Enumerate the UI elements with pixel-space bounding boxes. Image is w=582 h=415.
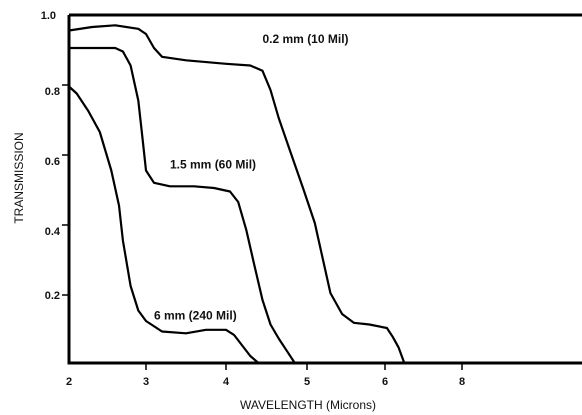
x-axis-title: WAVELENGTH (Microns) xyxy=(240,398,376,412)
series-layer xyxy=(67,24,406,365)
x-tick-label: 2 xyxy=(66,376,72,388)
y-tick-label: 0.2 xyxy=(45,290,60,302)
y-tick-label: 0.6 xyxy=(45,156,60,168)
curve-label-2: 1.5 mm (60 Mil) xyxy=(170,158,256,172)
curve-label-layer: 0.2 mm (10 Mil) 1.5 mm (60 Mil) 6 mm (240 … xyxy=(154,32,349,322)
y-axis xyxy=(62,84,69,296)
x-tick-labels: 2 3 4 5 6 8 xyxy=(66,376,465,388)
y-tick-label: 0.4 xyxy=(45,226,61,238)
series-line-3 xyxy=(67,85,260,365)
x-tick-label: 6 xyxy=(382,376,388,388)
y-axis-title: TRANSMISSION xyxy=(12,132,26,223)
x-tick-label: 5 xyxy=(304,376,310,388)
y-tick-label: 0.8 xyxy=(45,86,60,98)
x-axis xyxy=(145,363,463,370)
plot-frame xyxy=(67,13,582,365)
y-tick-labels: 1.0 0.8 0.6 0.4 0.2 xyxy=(41,10,61,302)
curve-label-1: 0.2 mm (10 Mil) xyxy=(263,32,349,46)
curve-label-3: 6 mm (240 Mil) xyxy=(154,308,237,322)
x-tick-label: 3 xyxy=(143,376,149,388)
x-tick-label: 4 xyxy=(223,376,230,388)
y-tick-label: 1.0 xyxy=(41,10,56,22)
series-line-1 xyxy=(67,24,406,365)
series-line-2 xyxy=(67,46,296,365)
x-tick-label: 8 xyxy=(459,376,465,388)
